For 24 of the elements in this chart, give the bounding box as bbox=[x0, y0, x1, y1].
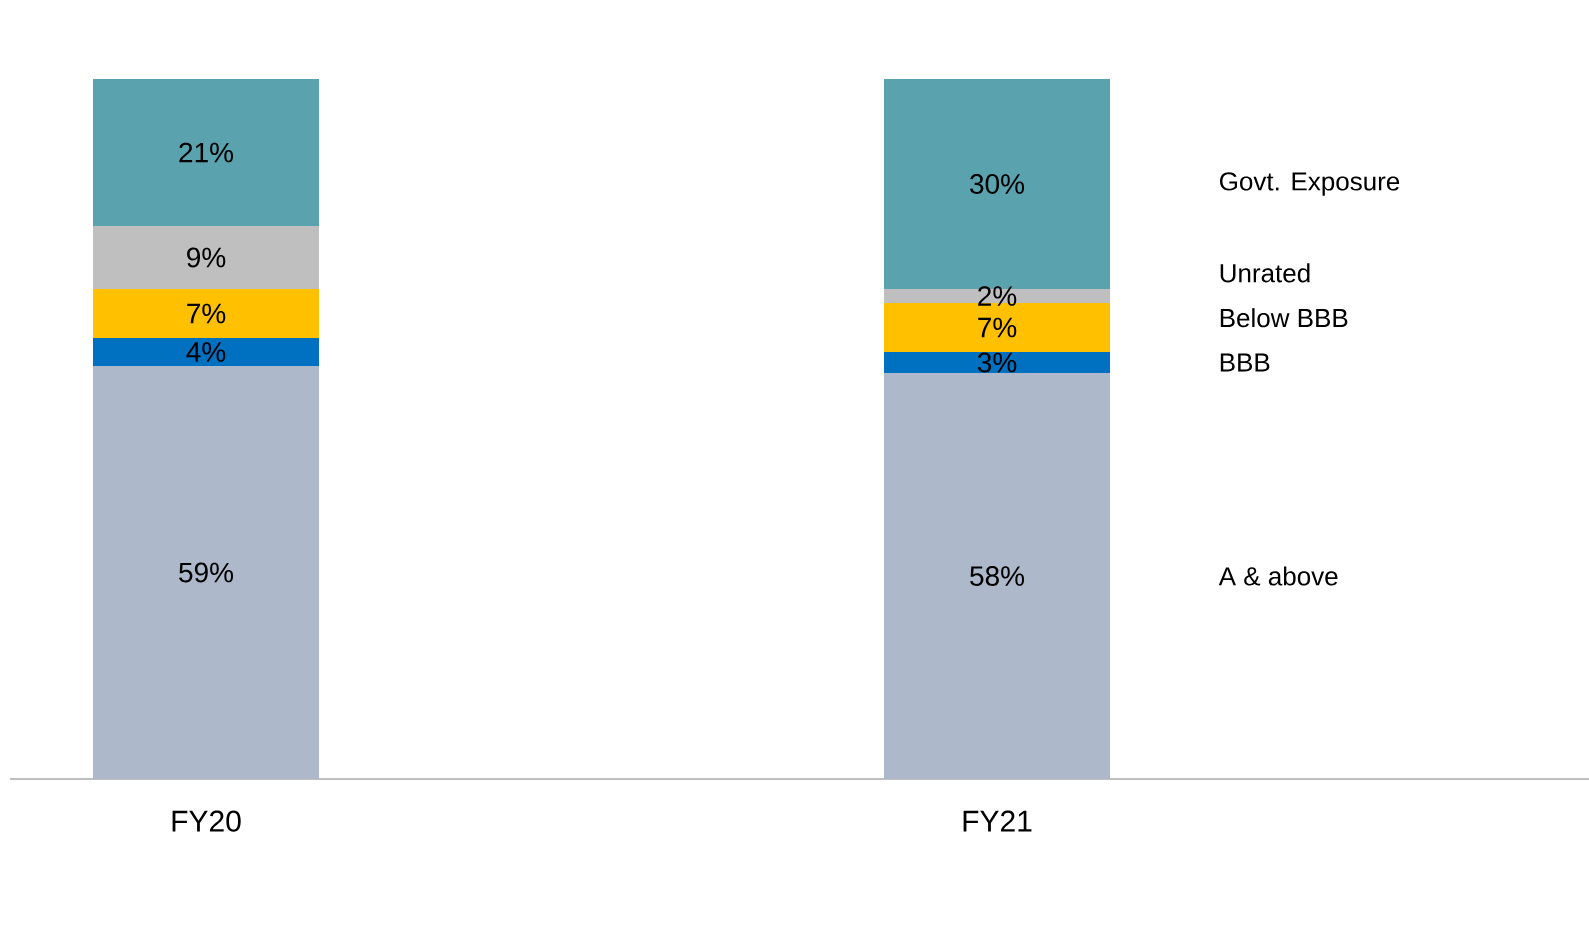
data-label: 2% bbox=[978, 286, 1017, 306]
data-label: 7% bbox=[187, 303, 226, 324]
bar bbox=[93, 289, 320, 338]
bar bbox=[93, 338, 320, 366]
text: A & above bbox=[1218, 566, 1338, 586]
bar bbox=[884, 373, 1111, 779]
data-label: 7% bbox=[978, 317, 1017, 338]
text: Unrated bbox=[1220, 263, 1310, 283]
data-label: 59% bbox=[179, 562, 234, 583]
data-label: 58% bbox=[970, 566, 1025, 586]
bar bbox=[93, 78, 320, 226]
text: Below BBB bbox=[1220, 308, 1348, 328]
bar bbox=[884, 352, 1111, 373]
data-label: 3% bbox=[977, 352, 1017, 373]
x-tick-label: FY21 bbox=[963, 810, 1032, 832]
x-tick-label: FY20 bbox=[172, 810, 241, 832]
data-label: 21% bbox=[179, 142, 234, 163]
bar bbox=[93, 226, 320, 289]
data-label: 9% bbox=[187, 247, 226, 268]
data-label: 4% bbox=[186, 342, 226, 362]
bar bbox=[93, 365, 320, 779]
text: BBB bbox=[1220, 353, 1270, 372]
data-label: 30% bbox=[970, 174, 1025, 194]
text: Govt. Exposure bbox=[1220, 172, 1400, 196]
